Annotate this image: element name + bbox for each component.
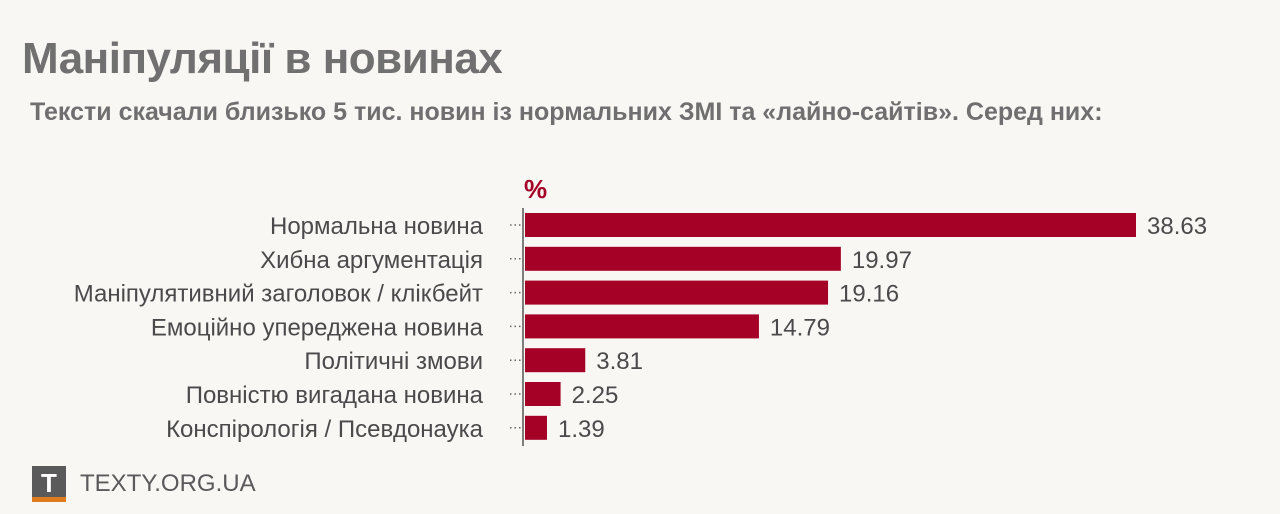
- texty-logo: T: [32, 466, 66, 502]
- bar-1: [525, 213, 1136, 237]
- logo-accent-bar: [32, 497, 66, 502]
- category-label: Повністю вигадана новина: [186, 382, 484, 409]
- unit-label: %: [524, 174, 547, 204]
- value-label: 19.16: [839, 281, 899, 308]
- category-label: Маніпулятивний заголовок / клікбейт: [74, 281, 483, 308]
- chart-title: Маніпуляції в новинах: [22, 34, 503, 83]
- bar-6: [525, 382, 561, 406]
- value-label: 14.79: [770, 314, 830, 341]
- site-name[interactable]: TEXTY.ORG.UA: [80, 470, 256, 497]
- bar-2: [525, 246, 841, 271]
- bar-3: [525, 280, 829, 305]
- value-label: 3.81: [596, 348, 643, 375]
- bar-4: [525, 314, 759, 339]
- category-label: Нормальна новина: [270, 213, 484, 240]
- value-label: 19.97: [852, 247, 912, 274]
- value-label: 1.39: [558, 416, 605, 443]
- value-label: 2.25: [572, 382, 619, 409]
- category-label: Конспірологія / Псевдонаука: [166, 416, 484, 443]
- category-label: Хибна аргументація: [260, 247, 483, 274]
- chart-subtitle: Тексти скачали близько 5 тис. новин із н…: [30, 98, 1103, 126]
- bar-7: [525, 415, 547, 440]
- value-label: 38.63: [1147, 213, 1207, 240]
- bar-5: [525, 348, 586, 373]
- category-label: Емоційно упереджена новина: [151, 314, 484, 341]
- category-label: Політичні змови: [304, 348, 483, 375]
- logo-letter: T: [41, 468, 57, 498]
- bar-rows: Нормальна новина 38.63 Хибна аргументація 1…: [74, 213, 1207, 443]
